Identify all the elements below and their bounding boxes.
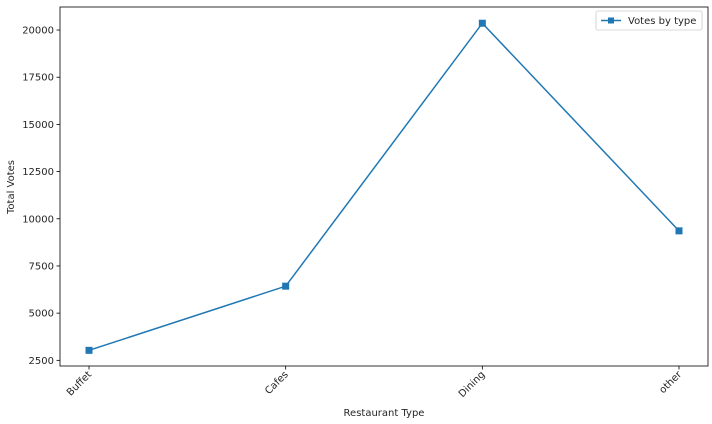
y-tick-label: 17500 [22,73,54,84]
data-point [282,282,290,290]
data-point [478,19,486,27]
y-axis-ticks: 2500 5000 7500 10000 12500 15000 17500 20000 [22,26,60,367]
series-line [88,22,680,352]
x-axis-label: Restaurant Type [344,408,425,419]
legend-label: Votes by type [628,16,696,27]
y-axis-label: Total Votes [6,160,17,215]
x-axis-ticks: Buffet Cafes Dining other [65,366,685,400]
y-tick-label: 20000 [22,26,54,37]
x-tick-label: other [658,369,685,396]
y-tick-label: 5000 [29,309,54,320]
x-tick-label: Buffet [65,369,94,398]
legend-marker [608,17,614,24]
x-tick-label: Dining [457,369,488,400]
x-tick-label: Cafes [263,369,291,397]
data-point [85,346,93,354]
plot-area [59,6,709,367]
y-tick-label: 12500 [22,167,54,178]
legend-box [595,10,703,31]
y-tick-label: 7500 [29,261,54,272]
legend: Votes by type [595,10,703,31]
y-tick-label: 10000 [22,214,54,225]
y-tick-label: 2500 [29,356,54,367]
y-tick-label: 15000 [22,120,54,131]
series-layer [85,19,683,354]
data-point [675,227,683,235]
